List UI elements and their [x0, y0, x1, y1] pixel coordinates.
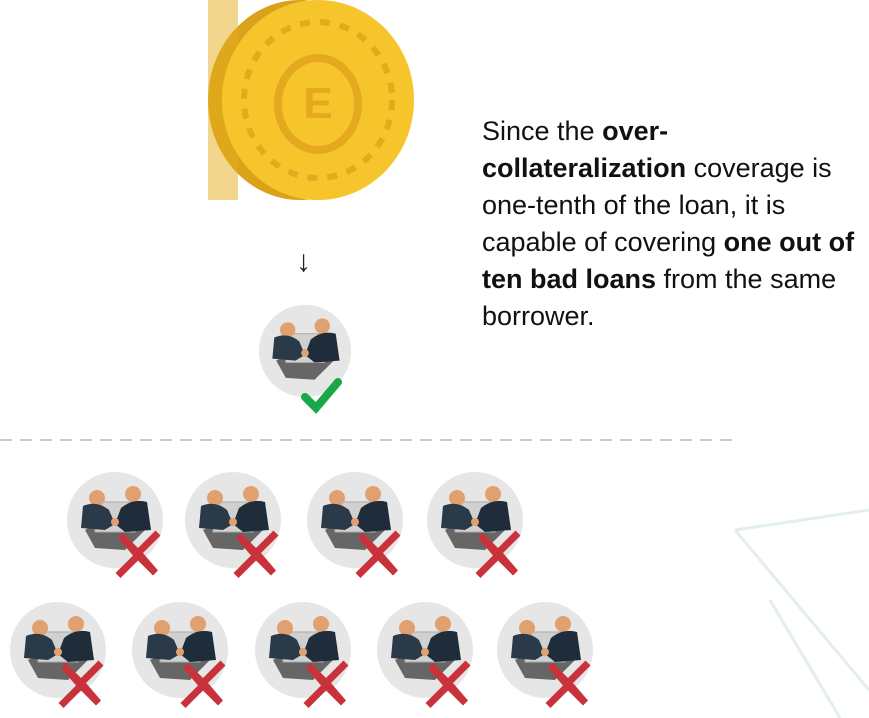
check: [301, 378, 342, 414]
background-shape: [733, 508, 869, 718]
loan-icon: [9, 601, 107, 699]
loan-icon: [496, 601, 594, 699]
loan-icon: [426, 471, 524, 569]
arrow: ↓: [296, 245, 311, 278]
loan-icon: [306, 471, 404, 569]
bad-loans: [9, 471, 594, 708]
bold-text: one out of ten bad loans: [482, 227, 855, 294]
loan-icon: [376, 601, 474, 699]
svg-text:E: E: [303, 79, 332, 128]
text: coverage is one-tenth of the loan, it is…: [482, 153, 832, 257]
bold-text: over-collateralization: [482, 116, 687, 183]
description: Since the over-collateralization coverag…: [482, 113, 862, 335]
loan-icon: [254, 601, 352, 699]
text: Since the: [482, 116, 603, 146]
text: from the same borrower.: [482, 264, 837, 331]
loan-icon: [184, 471, 282, 569]
coin: E: [208, 0, 414, 200]
loan-icon: [131, 601, 229, 699]
loan-icon: [66, 471, 164, 569]
